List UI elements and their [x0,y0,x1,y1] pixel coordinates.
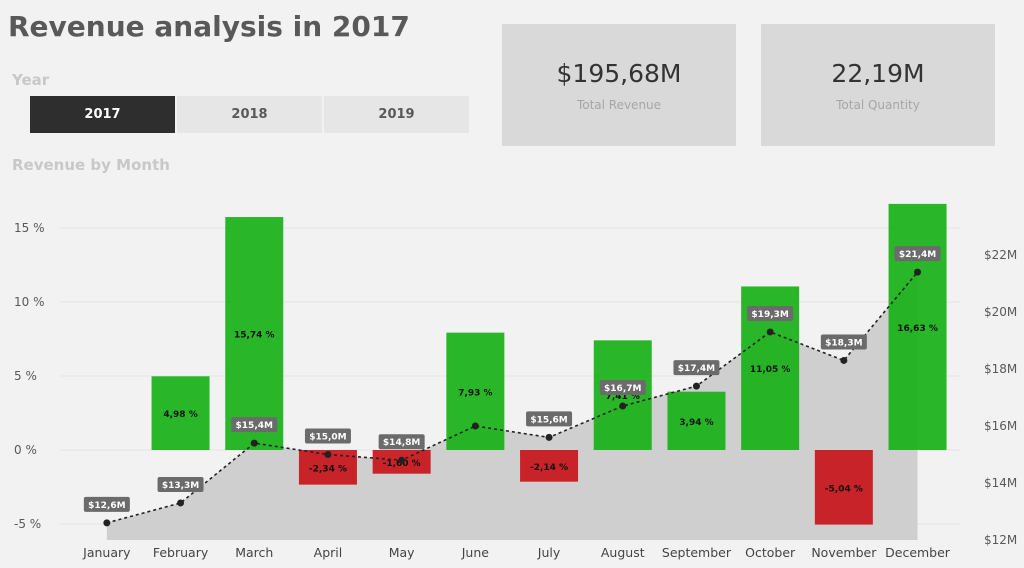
bar-data-label: 4,98 % [163,410,197,420]
x-tick-label: October [745,545,796,560]
y-left-tick-label: 10 % [14,295,45,309]
revenue-point [177,499,185,507]
revenue-data-label: $15,4M [236,421,273,431]
revenue-point [766,328,774,336]
total-revenue-value: $195,68M [556,58,682,88]
revenue-point [914,268,922,276]
revenue-label-bg [231,417,278,433]
y-right-tick-label: $16M [984,419,1017,433]
x-tick-label: November [811,545,877,560]
revenue-point [250,439,258,447]
bar-data-label: 7,93 % [458,388,492,398]
chart-title: Revenue by Month [12,156,170,174]
year-option-2017[interactable]: 2017 [30,96,177,133]
growth-bar-march [225,217,284,450]
revenue-label-bg [599,380,646,396]
growth-bar-november [814,450,873,525]
y-left-tick-label: 5 % [14,369,37,383]
revenue-data-label: $14,8M [383,438,420,448]
revenue-label-bg [673,360,720,376]
revenue-data-label: $18,3M [825,338,862,348]
page-title: Revenue analysis in 2017 [8,10,410,43]
bar-data-label: -2,14 % [530,463,568,473]
revenue-label-bg [157,476,204,492]
x-tick-label: April [314,545,343,560]
bar-data-label: 11,05 % [750,365,791,375]
y-left-tick-label: 0 % [14,443,37,457]
total-revenue-label: Total Revenue [576,97,662,112]
revenue-data-label: $17,4M [678,364,715,374]
revenue-label-bg [820,334,867,350]
year-option-2019[interactable]: 2019 [324,96,469,133]
revenue-point [840,356,848,364]
revenue-label-bg [894,246,941,262]
revenue-point [324,451,332,458]
total-quantity-card: 22,19M Total Quantity [761,24,995,146]
y-right-tick-label: $14M [984,476,1017,490]
bar-data-label: 3,94 % [679,418,713,428]
revenue-data-label: $15,0M [309,433,346,443]
revenue-line [106,271,919,524]
y-right-tick-label: $20M [984,305,1017,319]
year-slicer: 2017 2018 2019 [30,96,469,133]
revenue-label-bg [304,428,351,444]
revenue-point [545,433,553,441]
x-tick-label: May [389,545,415,560]
year-slicer-label: Year [12,71,50,89]
growth-bar-july [520,450,579,482]
growth-bar-august [593,340,652,450]
bar-data-label: 7,41 % [606,392,640,402]
bar-data-label: -5,04 % [825,484,863,494]
growth-bar-september [667,391,726,450]
y-left-tick-label: -5 % [14,517,41,531]
revenue-point [692,382,700,390]
x-tick-label: December [885,545,951,560]
revenue-data-label: $12,6M [88,501,125,511]
total-quantity-label: Total Quantity [836,97,920,112]
total-revenue-card: $195,68M Total Revenue [502,24,736,146]
x-tick-label: January [82,545,131,560]
revenue-data-label: $21,4M [899,250,936,260]
revenue-point [471,422,479,430]
revenue-data-label: $15,6M [530,415,567,425]
y-left-tick-label: 15 % [14,221,45,235]
x-tick-label: July [537,545,561,560]
year-option-2018[interactable]: 2018 [177,96,324,133]
revenue-point [103,519,111,527]
revenue-data-label: $16,7M [604,384,641,394]
x-tick-label: February [153,545,209,560]
x-tick-label: March [235,545,273,560]
bar-data-label: -1,60 % [383,459,421,469]
bar-data-label: -2,34 % [309,464,347,474]
y-right-tick-label: $18M [984,362,1017,376]
growth-bar-february [151,376,210,450]
revenue-label-bg [83,496,130,512]
x-tick-label: August [601,545,645,560]
x-tick-label: June [461,545,490,560]
revenue-point [619,402,627,410]
growth-bar-june [446,332,505,450]
revenue-by-month-chart: -5 % 0 % 5 % 10 % 15 % $12M $14M $16M $18M $20M $2… [14,203,1017,560]
revenue-point [398,456,406,464]
revenue-data-label: $13,3M [162,481,199,491]
total-quantity-value: 22,19M [831,58,925,88]
x-tick-label: September [662,545,732,560]
revenue-label-bg [526,411,573,427]
y-right-tick-label: $12M [984,533,1017,547]
revenue-label-bg [378,434,425,450]
y-right-tick-label: $22M [984,248,1017,262]
bar-data-label: 16,63 % [897,324,938,334]
bar-data-label: 15,74 % [234,331,275,341]
revenue-data-label: $19,3M [751,310,788,320]
revenue-label-bg [747,305,794,321]
growth-bar-december [888,203,947,450]
